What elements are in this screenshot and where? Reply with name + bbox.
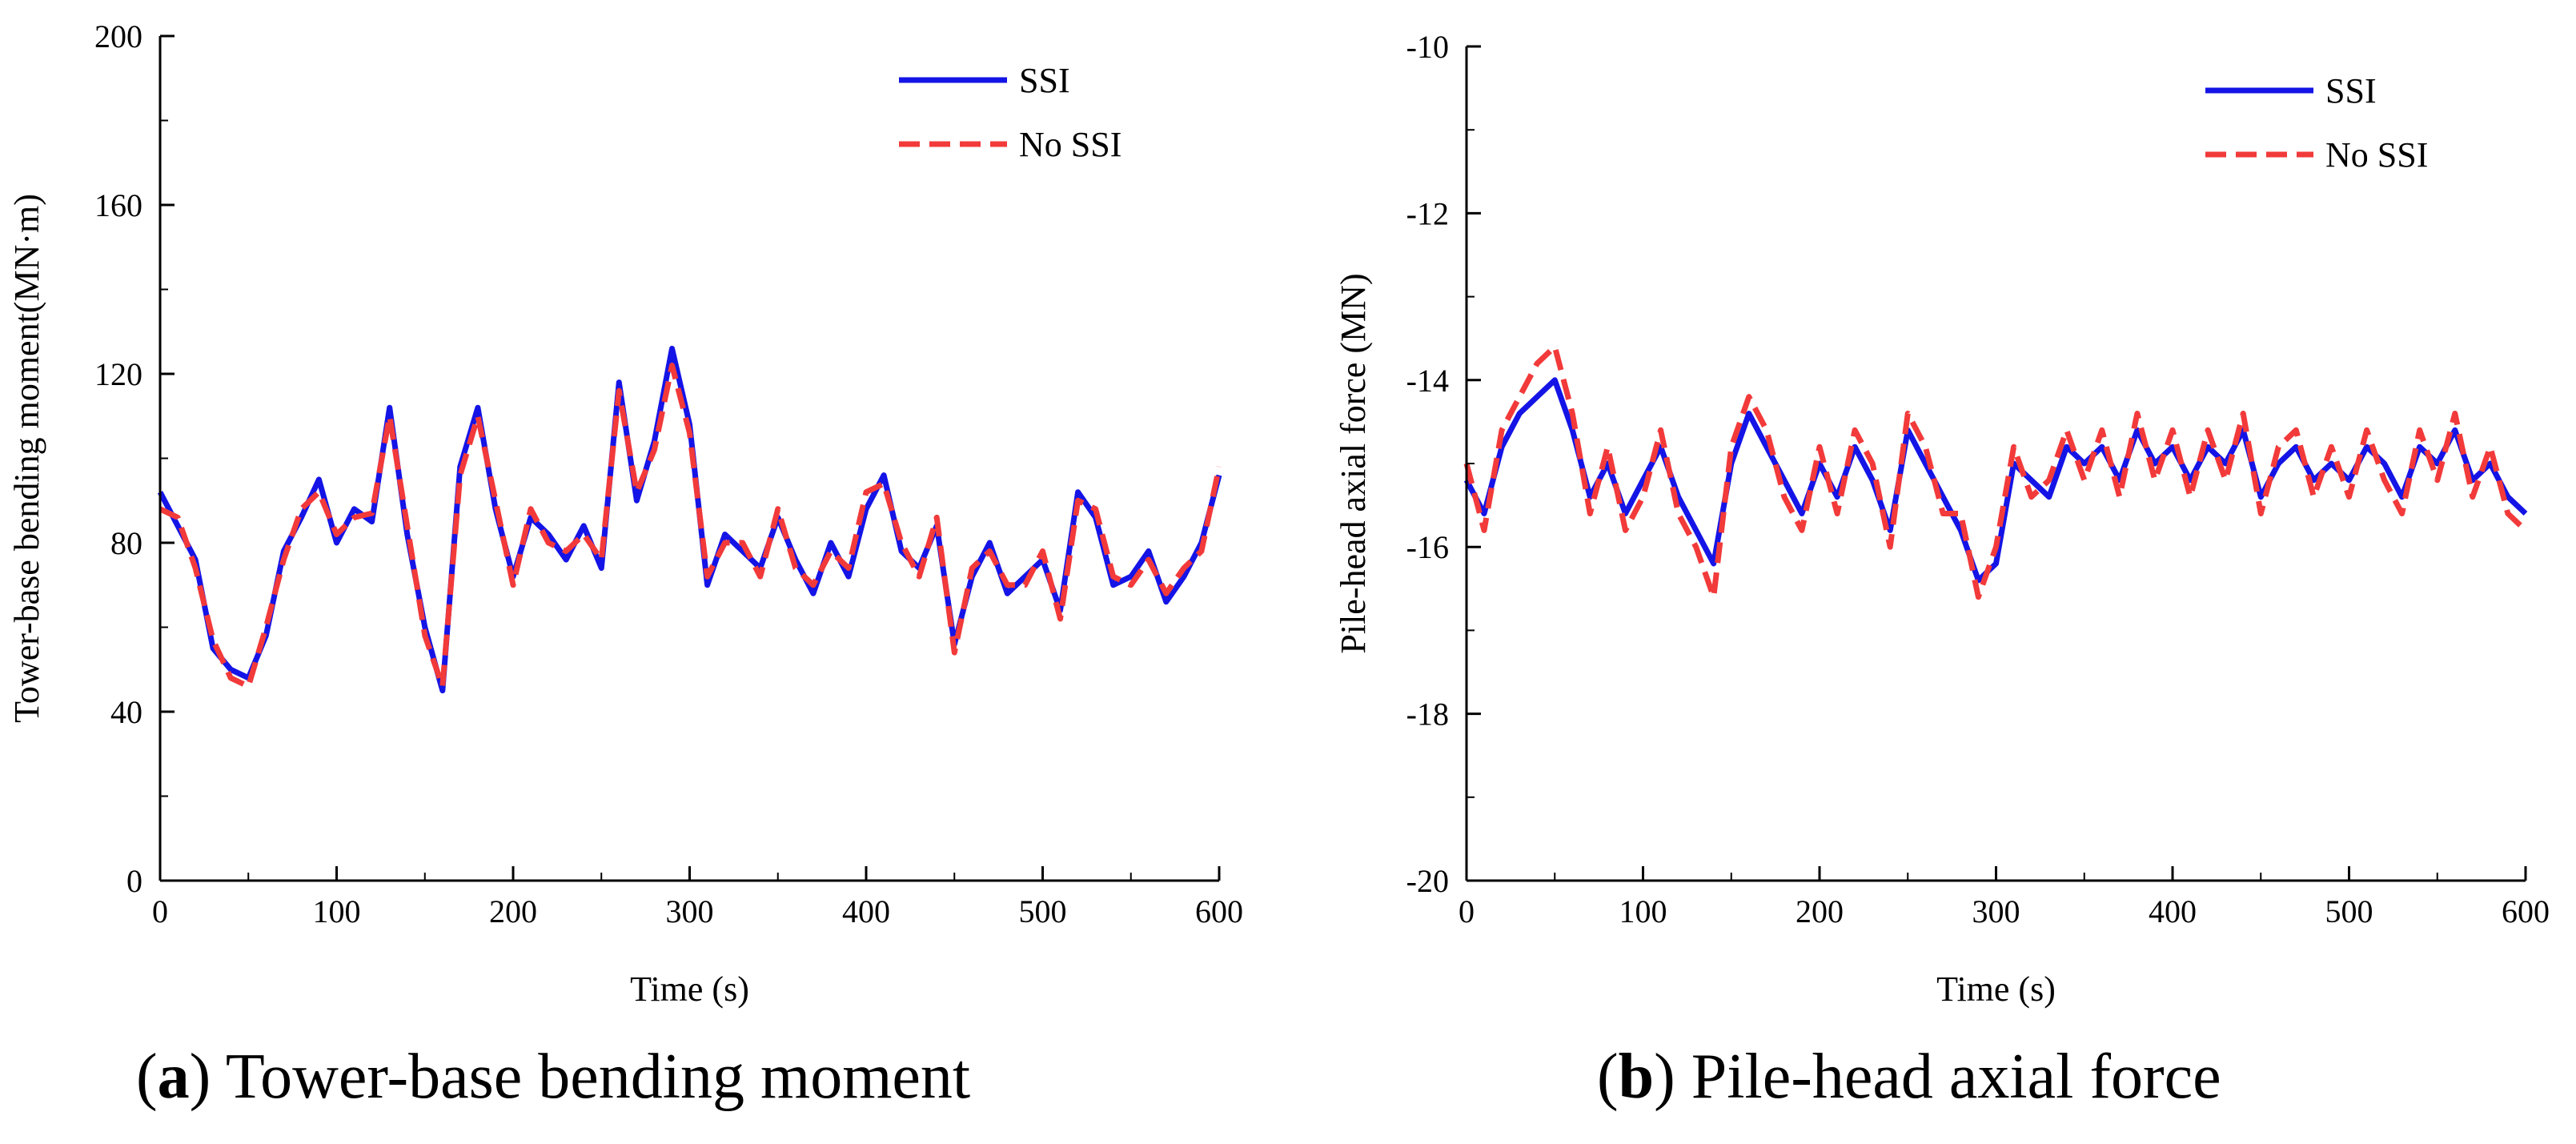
- y-tick-label-b: -18: [1406, 696, 1449, 733]
- x-tick-label-b: 600: [2502, 893, 2550, 929]
- x-tick-label-a: 200: [489, 893, 537, 929]
- y-tick-label-b: -16: [1406, 529, 1449, 565]
- y-tick-label-a: 160: [94, 187, 142, 223]
- y-tick-label-a: 40: [110, 694, 142, 730]
- x-tick-label-a: 0: [152, 893, 168, 929]
- figure: 0 100 200 300 400 500 600 0 40 80 120 160 200 Time (s…: [7, 18, 2550, 1009]
- y-axis-title-b: Pile-head axial force (MN): [1334, 273, 1373, 653]
- caption-a-text: Tower-base bending moment: [211, 1042, 971, 1112]
- x-tick-label-a: 500: [1019, 893, 1067, 929]
- caption-a-letter: a: [157, 1042, 190, 1112]
- chart-panel-a: 0 100 200 300 400 500 600 0 40 80 120 160 200 Time (s…: [7, 18, 1243, 1009]
- caption-b-text: Pile-head axial force: [1675, 1042, 2221, 1112]
- series-line-a-ssi: [157, 345, 1222, 694]
- x-tick-label-a: 400: [842, 893, 890, 929]
- legend-label-b-no-ssi: No SSI: [2325, 135, 2428, 175]
- y-tick-label-b: -14: [1406, 363, 1449, 399]
- x-tick-label-b: 500: [2325, 893, 2373, 929]
- x-tick-label-a: 600: [1195, 893, 1243, 929]
- x-tick-label-b: 0: [1459, 893, 1475, 929]
- x-axis-title-a: Time (s): [630, 969, 749, 1009]
- x-tick-label-b: 400: [2149, 893, 2197, 929]
- x-tick-label-a: 300: [666, 893, 714, 929]
- legend-label-a-ssi: SSI: [1019, 61, 1070, 100]
- series-line-a-no-ssi: [158, 363, 1222, 689]
- x-tick-label-b: 300: [1972, 893, 2020, 929]
- y-tick-label-a: 0: [126, 863, 142, 899]
- y-axis-title-a: Tower-base bending moment(MN·m): [7, 194, 46, 723]
- legend-label-a-no-ssi: No SSI: [1019, 125, 1121, 164]
- x-tick-label-b: 100: [1619, 893, 1667, 929]
- y-tick-label-a: 200: [94, 18, 142, 54]
- caption-a: (a) Tower-base bending moment: [136, 1042, 971, 1112]
- y-tick-label-b: -20: [1406, 863, 1449, 899]
- series-line-b-ssi: [1463, 377, 2528, 584]
- x-tick-label-a: 100: [313, 893, 361, 929]
- x-axis-title-b: Time (s): [1936, 969, 2056, 1009]
- y-tick-label-b: -12: [1406, 195, 1449, 231]
- series-line-b-no-ssi: [1463, 343, 2528, 600]
- legend-label-b-ssi: SSI: [2325, 71, 2377, 110]
- y-tick-label-a: 120: [94, 356, 142, 392]
- x-tick-label-b: 200: [1796, 893, 1844, 929]
- y-tick-label-a: 80: [110, 525, 142, 561]
- y-tick-label-b: -10: [1406, 29, 1449, 65]
- caption-b: (b) Pile-head axial force: [1597, 1042, 2221, 1112]
- chart-panel-b: 0 100 200 300 400 500 600 -20 -18 -16 -14 -12 -10 Tim…: [1334, 29, 2550, 1009]
- caption-b-letter: b: [1618, 1042, 1655, 1112]
